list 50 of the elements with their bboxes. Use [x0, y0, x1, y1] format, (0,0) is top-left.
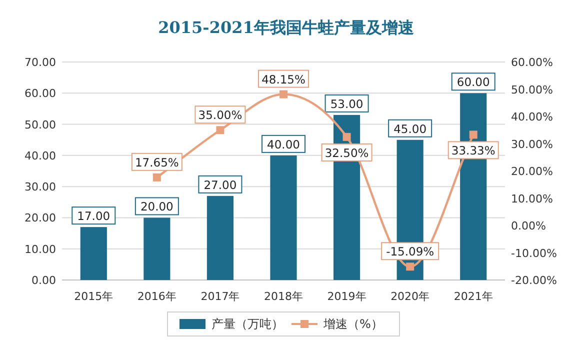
data-label: 20.00: [140, 200, 174, 214]
point: [280, 90, 288, 98]
y2-tick-label: -10.00%: [511, 246, 557, 260]
data-label: 17.00: [77, 209, 110, 224]
data-label: 45.00: [394, 122, 427, 136]
data-label: 32.50%: [324, 146, 369, 160]
y-tick-label: 10.00: [24, 242, 56, 256]
y2-tick-label: 10.00%: [511, 192, 553, 206]
legend-label: 增速（%）: [322, 317, 383, 331]
data-label: 27.00: [204, 178, 237, 192]
bar: [144, 218, 170, 280]
y-tick-label: 20.00: [24, 212, 56, 225]
x-tick-label: 2021年: [454, 290, 493, 303]
data-label: 53.00: [330, 96, 364, 111]
data-label: 33.33%: [451, 144, 496, 158]
y2-tick-label: 20.00%: [511, 165, 553, 178]
y-tick-label: 60.00: [24, 87, 56, 100]
legend-label: 产量（万吨）: [212, 317, 284, 331]
x-tick-label: 2015年: [74, 290, 114, 303]
y-tick-label: 0.00: [32, 274, 56, 287]
y-tick-label: 40.00: [24, 149, 56, 162]
data-label: 48.15%: [262, 72, 306, 86]
y-tick-label: 30.00: [24, 180, 56, 194]
y2-tick-label: -20.00%: [511, 274, 557, 287]
y2-tick-label: 30.00%: [511, 138, 553, 151]
point: [342, 132, 351, 141]
y2-tick-label: 50.00%: [511, 83, 553, 96]
bar: [206, 196, 234, 280]
point: [152, 173, 161, 182]
x-tick-label: 2019年: [327, 290, 366, 303]
data-label: 40.00: [267, 137, 300, 152]
y2-tick-label: 60.00%: [511, 56, 553, 69]
y2-tick-label: 0.00%: [511, 220, 546, 232]
chart-title: 2015-2021年我国牛蛙产量及增速: [158, 18, 415, 37]
data-label: -15.09%: [386, 244, 434, 259]
bar: [80, 227, 107, 280]
x-tick-label: 2018年: [264, 290, 303, 303]
point: [216, 126, 224, 134]
x-tick-label: 2016年: [137, 290, 176, 303]
point: [406, 262, 414, 271]
point: [469, 130, 478, 139]
data-label: 17.65%: [135, 155, 179, 170]
y2-tick-label: 40.00%: [511, 110, 553, 124]
x-tick-label: 2020年: [390, 290, 430, 303]
y-tick-label: 50.00: [24, 118, 56, 132]
y-tick-label: 70.00: [24, 56, 56, 69]
x-tick-label: 2017年: [200, 290, 240, 303]
data-label: 35.00%: [198, 108, 242, 122]
bar: [270, 155, 297, 280]
data-label: 60.00: [456, 75, 490, 90]
